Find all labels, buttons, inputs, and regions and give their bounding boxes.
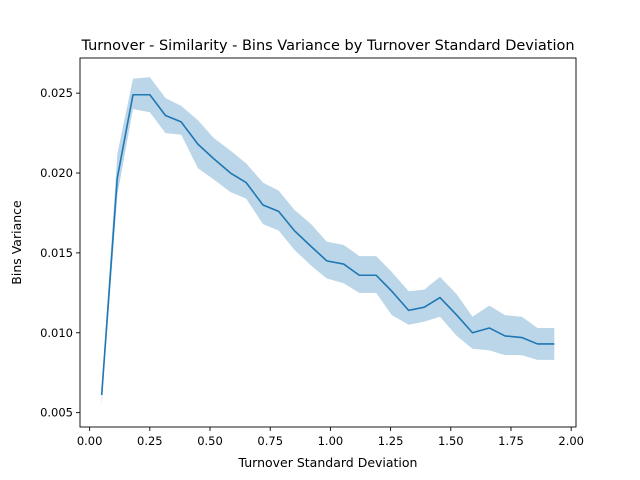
x-tick-label: 0.50 xyxy=(197,434,223,448)
y-tick-label: 0.005 xyxy=(40,406,73,420)
chart-title: Turnover - Similarity - Bins Variance by… xyxy=(80,38,574,54)
x-tick-label: 1.25 xyxy=(378,434,404,448)
plot-area xyxy=(100,77,555,405)
x-tick-label: 1.75 xyxy=(498,434,524,448)
x-tick-label: 2.00 xyxy=(558,434,584,448)
axes-frame xyxy=(79,57,577,428)
y-axis-ticks: 0.005 0.010 0.015 0.020 0.025 xyxy=(40,86,80,420)
y-tick-label: 0.025 xyxy=(40,86,73,100)
x-tick-label: 0.25 xyxy=(137,434,163,448)
y-axis-label: Bins Variance xyxy=(9,200,24,285)
x-axis-ticks: 0.00 0.25 0.50 0.75 1.00 1.25 1.50 1.75 2.00 xyxy=(77,427,584,448)
y-tick-label: 0.015 xyxy=(40,246,73,260)
x-tick-label: 0.00 xyxy=(77,434,103,448)
x-tick-label: 1.00 xyxy=(318,434,344,448)
series-line xyxy=(100,93,555,396)
x-axis-label: Turnover Standard Deviation xyxy=(238,455,418,470)
y-tick-label: 0.020 xyxy=(40,166,73,180)
y-tick-label: 0.010 xyxy=(40,326,73,340)
x-tick-label: 0.75 xyxy=(257,434,283,448)
x-tick-label: 1.50 xyxy=(438,434,464,448)
